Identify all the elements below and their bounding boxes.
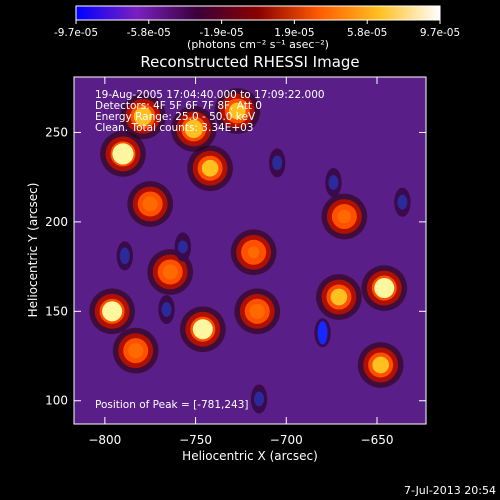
dark-source-core: [177, 240, 188, 254]
x-tick-label: −650: [361, 433, 394, 447]
dark-source-core: [254, 391, 265, 407]
bright-source-core: [228, 102, 246, 120]
bright-source-core: [112, 143, 134, 165]
bright-source-core: [374, 278, 395, 299]
y-axis-label: Heliocentric Y (arcsec): [26, 183, 40, 318]
y-tick-label: 200: [45, 215, 68, 229]
colorbar-ticks: -9.7e-05 -5.8e-05 -1.9e-05 1.9e-05 5.8e-05 9.…: [54, 20, 460, 39]
bright-source-core: [102, 301, 123, 322]
dark-source-core: [161, 302, 172, 317]
x-tick-label: −800: [88, 433, 121, 447]
x-tick-label: −700: [270, 433, 303, 447]
footer-timestamp: 7-Jul-2013 20:54: [404, 484, 496, 497]
axis-ticks: −800 −750 −700 −650 100 150 200 250: [45, 77, 426, 447]
bright-source-core: [337, 209, 352, 224]
bright-source-core: [247, 246, 260, 259]
y-tick-label: 100: [45, 394, 68, 408]
annotation-energy-range: Energy Range: 25.0 - 50.0 keV: [95, 111, 256, 123]
dark-source-core: [272, 155, 283, 171]
colorbar-strip: [75, 5, 441, 21]
colorbar-unit-label: (photons cm⁻² s⁻¹ asec⁻²): [187, 38, 329, 51]
bright-source-core: [192, 319, 213, 340]
dark-source-core: [397, 194, 408, 210]
plot-area: −800 −750 −700 −650 100 150 200 250: [45, 76, 427, 447]
annotation-detectors: Detectors: 4F 5F 6F 7F 8F, Att 0: [95, 100, 262, 112]
bright-source-core: [128, 343, 144, 359]
bright-source-core: [330, 288, 348, 306]
y-tick-label: 250: [45, 125, 68, 139]
dark-source-core: [119, 247, 130, 265]
bright-source-core: [162, 264, 178, 280]
peak-position-label: Position of Peak = [-781,243]: [95, 399, 249, 411]
annotation-total-counts: Clean. Total counts: 3.34E+03: [95, 122, 253, 134]
x-tick-label: −750: [179, 433, 212, 447]
bright-source-core: [133, 107, 153, 126]
annotation-time-range: 19-Aug-2005 17:04:40.000 to 17:09:22.000: [95, 89, 325, 101]
colorbar-tick-label: -1.9e-05: [200, 27, 244, 39]
colorbar-tick-label: -9.7e-05: [54, 27, 98, 39]
x-axis-label: Heliocentric X (arcsec): [182, 449, 318, 463]
bright-source-core: [249, 303, 265, 319]
colorbar: -9.7e-05 -5.8e-05 -1.9e-05 1.9e-05 5.8e-05 9.…: [54, 5, 460, 51]
bright-source-core: [201, 159, 219, 177]
colorbar-tick-label: 1.9e-05: [274, 27, 314, 39]
colorbar-tick-label: -5.8e-05: [127, 27, 171, 39]
plot-frame: [73, 76, 427, 425]
annotation-block: 19-Aug-2005 17:04:40.000 to 17:09:22.000…: [95, 89, 325, 411]
dark-source-core: [317, 320, 328, 345]
bright-source-core: [142, 196, 158, 212]
chart-title: Reconstructed RHESSI Image: [140, 53, 359, 71]
heatmap: [89, 88, 411, 414]
y-tick-label: 150: [45, 304, 68, 318]
dark-source-core: [328, 175, 339, 190]
bright-source-core: [372, 356, 389, 374]
colorbar-tick-label: 9.7e-05: [420, 27, 460, 39]
colorbar-tick-label: 5.8e-05: [347, 27, 387, 39]
bright-source-core: [184, 119, 203, 139]
